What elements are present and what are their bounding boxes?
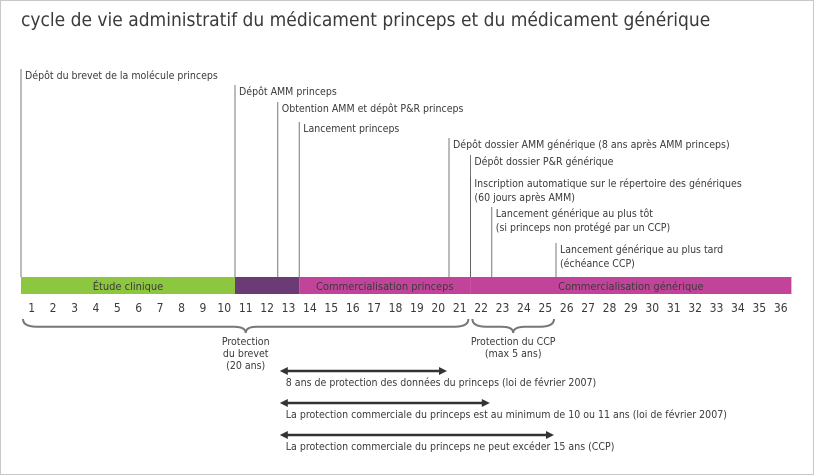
phase-label: Étude clinique [93,280,164,293]
year-tick-label: 23 [496,301,510,315]
arrow-label: 8 ans de protection des données du princ… [286,377,596,389]
year-tick-label: 27 [581,301,595,315]
event-label: (60 jours après AMM) [474,192,575,204]
year-tick-label: 19 [410,301,424,315]
year-tick-label: 33 [710,301,724,315]
year-tick-label: 14 [303,301,317,315]
year-tick-label: 17 [367,301,381,315]
year-tick-label: 32 [688,301,702,315]
phase-bar-segment [299,277,471,294]
year-tick-label: 11 [239,301,253,315]
event-label: Lancement princeps [303,123,399,135]
year-tick-label: 34 [731,301,745,315]
year-tick-label: 25 [538,301,552,315]
year-tick-label: 24 [517,301,531,315]
year-tick-label: 35 [752,301,766,315]
event-label: Dépôt dossier P&R générique [474,156,613,168]
year-tick-label: 6 [135,301,142,315]
year-tick-label: 30 [645,301,659,315]
phase-bar-segment [235,277,300,294]
event-label: Lancement générique au plus tôt [496,208,653,220]
year-tick-label: 3 [71,301,78,315]
event-label: Dépôt du brevet de la molécule princeps [25,70,218,82]
brace-label: (20 ans) [226,360,265,372]
year-tick-label: 29 [624,301,638,315]
year-tick-label: 1 [28,301,35,315]
year-tick-label: 31 [667,301,681,315]
brace-label: du brevet [223,348,269,360]
event-label: Lancement générique au plus tard [560,244,723,256]
arrow-label: La protection commerciale du princeps es… [286,409,727,421]
year-tick-label: 28 [603,301,617,315]
event-label: (échéance CCP) [560,258,635,270]
year-tick-label: 7 [157,301,164,315]
event-label: Obtention AMM et dépôt P&R princeps [282,103,464,115]
year-tick-label: 26 [560,301,574,315]
phase-label: Commercialisation princeps [316,280,454,293]
year-tick-label: 2 [50,301,57,315]
year-tick-label: 16 [346,301,360,315]
year-tick-label: 13 [282,301,296,315]
year-tick-label: 9 [199,301,206,315]
phase-bar-segment [21,277,235,294]
phase-bar-segment [470,277,792,294]
event-label: Inscription automatique sur le répertoir… [474,178,741,190]
year-tick-label: 4 [92,301,99,315]
event-label: Dépôt AMM princeps [239,86,337,98]
year-tick-label: 20 [431,301,445,315]
year-tick-label: 5 [114,301,121,315]
protection-brace [471,318,555,334]
year-tick-label: 18 [389,301,403,315]
arrow-head-left [279,367,288,375]
protection-brace [22,318,470,334]
brace-label: Protection du CCP [471,336,556,348]
brace-label: (max 5 ans) [485,348,542,360]
year-tick-label: 8 [178,301,185,315]
year-tick-label: 21 [453,301,467,315]
arrow-head-left [279,399,288,407]
year-tick-label: 15 [324,301,338,315]
phase-label: Commercialisation générique [558,280,703,293]
page-title: cycle de vie administratif du médicament… [21,9,711,31]
arrow-head-right [439,367,447,375]
year-tick-label: 22 [474,301,488,315]
event-label: Dépôt dossier AMM générique (8 ans après… [453,139,730,151]
arrow-label: La protection commerciale du princeps ne… [286,441,615,453]
arrow-head-left [279,431,288,439]
brace-label: Protection [222,336,270,348]
arrow-head-right [546,431,554,439]
year-tick-label: 36 [774,301,788,315]
year-tick-label: 12 [260,301,274,315]
year-tick-label: 10 [217,301,231,315]
arrow-head-right [481,399,490,407]
event-label: (si princeps non protégé par un CCP) [496,222,670,234]
